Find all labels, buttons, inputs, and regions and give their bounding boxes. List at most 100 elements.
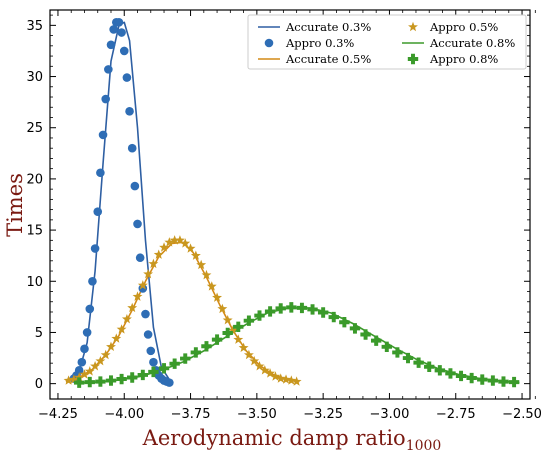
data-point	[180, 238, 191, 248]
x-tick-label: −4.00	[104, 407, 144, 422]
series-appro-0-5-	[63, 235, 302, 386]
legend-item: Appro 0.8%	[407, 52, 498, 66]
y-axis-title: Times	[3, 173, 27, 237]
data-point	[259, 365, 270, 375]
data-point	[392, 347, 403, 358]
data-point	[88, 276, 97, 286]
legend-marker-swatch	[408, 21, 418, 32]
data-point	[434, 365, 446, 376]
data-point	[95, 376, 106, 387]
x-tick-label: −3.50	[237, 407, 277, 422]
data-point	[100, 349, 111, 360]
data-point	[96, 168, 105, 178]
x-axis-title-subscript: 1000	[406, 438, 442, 454]
data-point	[127, 372, 138, 383]
data-point	[254, 310, 265, 321]
data-point	[243, 315, 255, 326]
data-point	[116, 324, 127, 334]
y-tick-label: 30	[26, 70, 43, 85]
x-axis-title-main: Aerodynamic damp ratio	[142, 426, 406, 450]
data-point	[281, 374, 291, 384]
data-point	[95, 355, 106, 366]
legend-item: Appro 0.3%	[264, 36, 354, 50]
data-point	[148, 366, 159, 378]
data-point	[106, 40, 116, 50]
data-point	[466, 372, 477, 384]
data-point	[130, 181, 140, 191]
data-point	[233, 321, 244, 333]
data-point	[222, 314, 233, 325]
data-point	[286, 302, 297, 313]
data-point	[84, 376, 95, 388]
y-tick-label: 5	[35, 326, 43, 341]
data-point	[487, 375, 499, 386]
legend-label: Appro 0.8%	[429, 52, 498, 66]
data-point	[222, 327, 233, 339]
data-point	[508, 376, 520, 388]
data-point	[201, 269, 212, 280]
data-point	[74, 366, 84, 375]
data-point	[74, 372, 85, 382]
data-point	[445, 368, 456, 379]
data-point	[93, 207, 103, 216]
x-tick-label: −3.00	[370, 407, 410, 422]
data-point	[455, 370, 467, 382]
data-point	[243, 349, 254, 360]
data-point	[138, 284, 148, 293]
series-appro-0-3-	[69, 17, 174, 387]
data-point	[149, 357, 158, 367]
data-point	[90, 244, 100, 253]
data-point	[165, 378, 174, 387]
data-point	[196, 259, 207, 270]
data-point	[137, 369, 149, 381]
x-tick-label: −2.75	[436, 407, 476, 422]
series-appro-0-8-	[73, 302, 520, 388]
data-point	[127, 302, 138, 313]
y-tick-label: 10	[26, 275, 43, 290]
data-point	[264, 306, 276, 317]
data-point	[79, 369, 90, 379]
data-point	[424, 361, 435, 372]
y-tick-label: 25	[26, 121, 43, 136]
data-point	[105, 375, 117, 386]
data-point	[175, 235, 185, 245]
axes: −4.25 −4.00 −3.75 −3.50 −3.25 −3.00 −2.75 −2.50…	[26, 10, 542, 422]
series-layer	[63, 17, 520, 388]
data-point	[185, 243, 196, 253]
data-point	[190, 250, 201, 260]
data-point	[233, 334, 244, 344]
legend-label: Appro 0.5%	[429, 20, 498, 34]
data-point	[63, 375, 74, 385]
data-point	[111, 333, 122, 343]
data-point	[228, 325, 238, 335]
data-point	[85, 304, 95, 314]
data-point	[135, 253, 145, 263]
data-point	[275, 373, 286, 383]
y-tick-label: 20	[26, 172, 43, 187]
data-point	[133, 219, 142, 229]
data-point	[339, 317, 350, 328]
data-point	[169, 358, 180, 369]
legend-item: Accurate 0.3%	[258, 20, 371, 34]
data-point	[217, 303, 228, 314]
data-point	[164, 237, 175, 247]
data-point	[270, 371, 281, 381]
data-point	[360, 329, 371, 340]
data-point	[101, 94, 110, 104]
x-tick-label: −3.25	[303, 407, 343, 422]
data-point	[127, 143, 137, 153]
legend: Accurate 0.3% Appro 0.3% Accurate 0.5% Appr…	[247, 14, 527, 70]
data-point	[141, 309, 150, 319]
data-point	[132, 291, 143, 301]
data-point	[82, 328, 92, 337]
data-point	[291, 376, 302, 386]
data-point	[159, 242, 169, 252]
legend-item: Accurate 0.5%	[258, 52, 371, 66]
data-point	[307, 304, 318, 315]
legend-marker-swatch	[407, 53, 419, 65]
data-point	[84, 366, 95, 376]
legend-box	[247, 14, 527, 70]
data-point	[98, 130, 108, 140]
data-point	[206, 281, 217, 291]
